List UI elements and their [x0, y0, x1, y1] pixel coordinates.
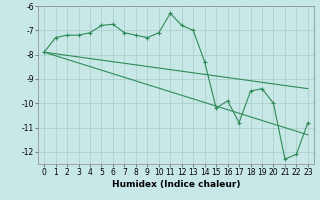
X-axis label: Humidex (Indice chaleur): Humidex (Indice chaleur) — [112, 180, 240, 189]
